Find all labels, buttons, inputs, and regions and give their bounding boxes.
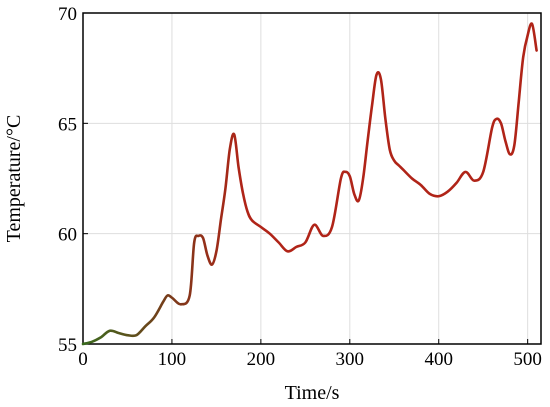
y-tick-label: 65 xyxy=(58,114,77,135)
x-tick-label: 400 xyxy=(424,349,453,370)
plot-frame xyxy=(82,12,542,345)
x-tick-label: 0 xyxy=(78,349,88,370)
x-tick-label: 300 xyxy=(336,349,365,370)
axis-ticks: 0 100 200 300 400 500 55 60 65 70 xyxy=(58,4,542,370)
y-tick-label: 70 xyxy=(58,4,77,25)
x-tick-label: 200 xyxy=(247,349,276,370)
y-tick-label: 55 xyxy=(58,335,77,356)
series-group xyxy=(81,22,538,346)
x-axis-label: Time/s xyxy=(285,382,340,404)
x-tick-label: 100 xyxy=(158,349,187,370)
y-axis-label: Temperature/°C xyxy=(3,115,25,243)
y-tick-label: 60 xyxy=(58,225,77,246)
temperature-series-line xyxy=(81,22,538,346)
grid xyxy=(83,13,541,344)
x-tick-label: 500 xyxy=(513,349,542,370)
